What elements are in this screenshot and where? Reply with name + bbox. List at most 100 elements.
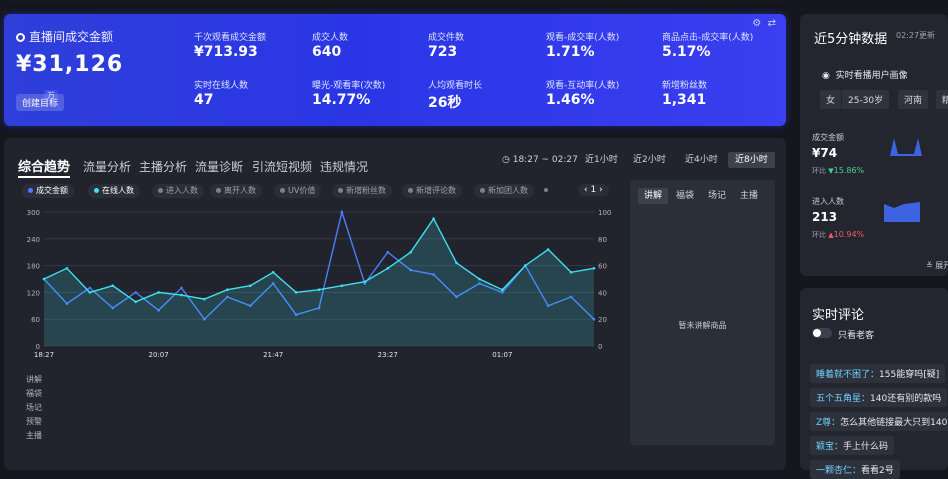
time-range-text: 18:27 ~ 02:27	[512, 155, 578, 165]
portrait-chip: 河南	[898, 90, 929, 109]
event-row-label: 场记	[26, 403, 42, 412]
old-customer-toggle[interactable]	[812, 328, 832, 338]
legend-dot	[408, 188, 413, 193]
comment-user: 颖宝：	[816, 442, 844, 452]
comment-text: 手上什么码	[843, 442, 889, 452]
portrait-chip: 女	[820, 90, 842, 109]
data-point	[88, 286, 92, 290]
target-icon	[16, 33, 25, 42]
trend-panel: 综合趋势 流量分析 主播分析 流量诊断 引流短视频 违规情况 ◷ 18:27 ~ 02:2…	[4, 138, 786, 470]
range-button[interactable]: 近2小时	[633, 155, 666, 165]
data-point	[317, 288, 321, 292]
data-point	[546, 248, 550, 251]
chevron-left-icon[interactable]: ‹	[584, 185, 588, 195]
y-left-tick: 300	[27, 209, 40, 217]
expand-button[interactable]: ≚ 展开	[926, 260, 948, 271]
event-row-label: 讲解	[26, 375, 42, 384]
explain-tab[interactable]: 讲解	[638, 188, 669, 204]
metric-label: 人均观看时长	[428, 81, 483, 91]
rp-enter-compare: 环比 ▲10.94%	[812, 230, 864, 240]
legend-item[interactable]: 在线人数	[88, 184, 140, 198]
tab-2[interactable]: 主播分析	[139, 160, 188, 174]
data-point	[386, 266, 390, 270]
chevron-right-icon[interactable]: ›	[599, 185, 603, 195]
expand-label: 展开	[935, 261, 948, 270]
event-row-label: 预警	[26, 417, 42, 426]
explain-tab[interactable]: 场记	[708, 191, 727, 201]
settings-icon[interactable]: ⚙	[752, 18, 762, 29]
data-point	[523, 264, 527, 267]
data-point	[432, 217, 435, 220]
tab-1[interactable]: 流量分析	[83, 160, 132, 174]
metric-value: 5.17%	[662, 44, 711, 60]
metric-value: 723	[428, 44, 458, 60]
data-point	[432, 273, 435, 276]
metric-label: 千次观看成交金额	[194, 33, 267, 43]
legend-dot	[480, 188, 485, 193]
swap-icon[interactable]: ⇄	[767, 18, 776, 29]
metric-value: 640	[312, 44, 342, 60]
data-point	[42, 277, 46, 281]
tab-5[interactable]: 违规情况	[320, 160, 369, 174]
tab-0[interactable]: 综合趋势	[18, 160, 71, 175]
create-target-button[interactable]: 创建目标	[16, 94, 65, 111]
data-point	[88, 291, 92, 294]
rp-gmv-compare: 环比 ▼15.86%	[812, 166, 864, 176]
data-point	[134, 300, 137, 304]
data-point	[592, 317, 596, 321]
metric-value: 47	[194, 92, 214, 108]
comment-user: 一颗杏仁：	[816, 466, 862, 476]
data-point	[455, 295, 458, 299]
event-row-label: 主播	[26, 431, 42, 440]
metric-value: 1.46%	[546, 92, 595, 108]
y-left-tick: 0	[36, 343, 40, 351]
y-left-tick: 180	[27, 263, 40, 271]
data-point	[546, 304, 550, 308]
comment-user: 五个五角星：	[816, 394, 871, 404]
x-tick: 23:27	[378, 351, 398, 359]
data-point	[65, 302, 69, 305]
rp-enter-compare-label: 环比	[812, 231, 826, 239]
legend-dot	[338, 188, 343, 193]
legend-item[interactable]: 离开人数	[210, 184, 262, 198]
comment-item: 五个五角星：140还有别的款吗	[810, 388, 948, 407]
tab-4[interactable]: 引流短视频	[252, 160, 313, 174]
tab-3[interactable]: 流量诊断	[195, 160, 244, 174]
explain-tab[interactable]: 主播	[740, 191, 759, 201]
metric-value: 26秒	[428, 95, 462, 111]
explain-tab[interactable]: 福袋	[676, 191, 695, 201]
portrait-row: ◉ 实时看播用户画像	[822, 68, 908, 81]
metric-value: 14.77%	[312, 92, 371, 108]
legend-dot	[280, 188, 285, 193]
banner-tools: ⚙ ⇄	[752, 18, 776, 29]
explain-empty-text: 暂未讲解商品	[678, 321, 727, 330]
y-right-tick: 60	[598, 263, 607, 271]
metric-value: 1,341	[662, 92, 707, 108]
range-button[interactable]: 近8小时	[728, 152, 775, 168]
legend-pager[interactable]: ‹ 1 ›	[578, 184, 609, 196]
legend-item[interactable]: 新加团人数	[474, 184, 534, 198]
more-dot	[544, 188, 548, 192]
range-button[interactable]: 近1小时	[585, 155, 618, 165]
legend-item[interactable]: 新增评论数	[402, 184, 462, 198]
data-point	[180, 286, 183, 290]
data-point	[111, 306, 115, 310]
legend-item[interactable]: 进入人数	[152, 184, 204, 198]
legend-label: 在线人数	[102, 186, 134, 195]
y-right-tick: 0	[598, 343, 602, 351]
legend-item[interactable]: 新增粉丝数	[332, 184, 392, 198]
legend-label: 成交金额	[36, 186, 68, 195]
metric-label: 成交人数	[312, 33, 349, 43]
data-point	[294, 313, 298, 317]
legend-item[interactable]: UV价值	[274, 184, 322, 198]
active-tab-underline	[18, 176, 70, 178]
range-button[interactable]: 近4小时	[685, 155, 718, 165]
data-point	[592, 266, 596, 270]
gmv-unit: 万	[44, 90, 58, 101]
x-tick: 18:27	[34, 351, 54, 359]
pager-number: 1	[590, 185, 597, 195]
toggle-knob	[813, 329, 821, 337]
legend-item[interactable]: 成交金额	[22, 184, 74, 198]
gmv-label: 直播间成交金额	[29, 30, 114, 44]
data-point	[569, 271, 573, 274]
